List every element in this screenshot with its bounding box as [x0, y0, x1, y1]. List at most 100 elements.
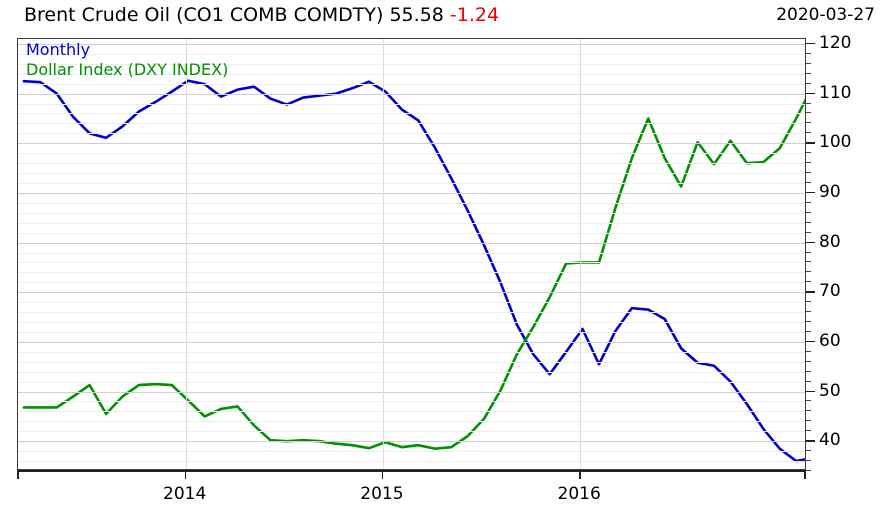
x-tick-label: 2015 — [360, 484, 404, 504]
legend-item-dollar-index: Dollar Index (DXY INDEX) — [26, 60, 229, 80]
grid-line-vertical — [185, 39, 187, 469]
x-tick-label: 2016 — [557, 484, 601, 504]
x-tick-label: 2014 — [163, 484, 207, 504]
grid-line-major — [18, 192, 805, 194]
y-tick-major — [806, 340, 815, 343]
grid-line-major — [18, 391, 805, 393]
y-tick-minor — [806, 211, 811, 213]
y-tick-major — [806, 42, 815, 45]
grid-line-minor — [18, 173, 805, 175]
y-tick-minor — [806, 172, 811, 174]
y-tick-minor — [806, 182, 811, 183]
grid-line-minor — [18, 371, 805, 373]
y-tick-minor — [806, 122, 811, 124]
y-tick-minor — [806, 162, 811, 164]
title-change: -1.24 — [449, 4, 500, 26]
x-axis-spine — [17, 470, 806, 472]
grid-line-minor — [18, 163, 805, 165]
grid-line-minor — [18, 83, 805, 85]
y-tick-major — [806, 191, 815, 194]
grid-line-minor — [18, 252, 805, 254]
y-tick-label: 120 — [819, 32, 852, 53]
y-tick-minor — [806, 281, 811, 283]
grid-line-minor — [18, 272, 805, 274]
y-tick-major — [806, 241, 815, 244]
y-axis: 40 50 60 70 80 90 100 110 120 — [806, 33, 893, 471]
y-tick-minor — [806, 271, 811, 273]
plot-area — [17, 38, 806, 470]
grid-line-minor — [18, 53, 805, 55]
y-tick-minor — [806, 301, 811, 303]
y-tick-label: 50 — [819, 380, 841, 401]
grid-line-minor — [18, 411, 805, 413]
y-tick-minor — [806, 62, 811, 64]
x-axis: 2014 2015 2016 — [17, 470, 806, 518]
y-tick-major — [806, 92, 815, 95]
grid-line-minor — [18, 431, 805, 433]
grid-line-major — [18, 43, 805, 45]
y-tick-minor — [806, 72, 811, 74]
y-tick-minor — [806, 201, 811, 203]
grid-line-major — [18, 441, 805, 443]
grid-line-major — [18, 143, 805, 145]
y-tick-minor — [806, 311, 811, 313]
grid-line-minor — [18, 302, 805, 304]
y-tick-minor — [806, 52, 811, 54]
grid-line-minor — [18, 212, 805, 214]
y-tick-major — [806, 142, 815, 144]
y-tick-minor — [806, 132, 811, 134]
y-tick-label: 100 — [819, 132, 852, 153]
grid-line-minor — [18, 381, 805, 383]
y-tick-label: 90 — [819, 181, 841, 202]
y-tick-minor — [806, 420, 811, 422]
y-tick-minor — [806, 460, 811, 462]
y-tick-minor — [806, 360, 811, 362]
grid-line-minor — [18, 322, 805, 324]
grid-line-minor — [18, 351, 805, 353]
grid-line-minor — [18, 113, 805, 115]
x-tick — [579, 470, 581, 479]
chart-legend: Monthly Dollar Index (DXY INDEX) — [26, 40, 228, 81]
y-tick-major — [806, 390, 815, 393]
grid-line-major — [18, 242, 805, 244]
y-tick-minor — [806, 470, 811, 471]
grid-line-major — [18, 341, 805, 343]
grid-line-minor — [18, 232, 805, 234]
y-tick-minor — [806, 380, 811, 382]
y-tick-minor — [806, 350, 811, 352]
x-tick — [184, 470, 187, 479]
grid-line-vertical — [382, 39, 384, 469]
grid-line-vertical — [580, 39, 582, 469]
y-tick-minor — [806, 251, 811, 253]
x-tick — [17, 470, 19, 479]
series-line-monthly — [22, 79, 805, 463]
y-tick-minor — [806, 152, 811, 154]
grid-line-major — [18, 292, 805, 294]
y-tick-minor — [806, 82, 811, 84]
grid-line-minor — [18, 123, 805, 125]
y-tick-label: 70 — [819, 281, 841, 302]
y-tick-minor — [806, 221, 811, 223]
y-tick-major — [806, 440, 815, 442]
grid-line-minor — [18, 73, 805, 75]
y-tick-minor — [806, 112, 811, 114]
grid-line-minor — [18, 262, 805, 264]
y-tick-major — [806, 291, 815, 293]
legend-item-monthly: Monthly — [26, 40, 91, 59]
y-tick-minor — [806, 321, 811, 323]
grid-line-minor — [18, 401, 805, 403]
grid-line-minor — [18, 282, 805, 284]
as-of-date: 2020-03-27 — [776, 5, 875, 25]
grid-line-minor — [18, 222, 805, 224]
grid-line-minor — [18, 361, 805, 363]
x-tick — [381, 470, 384, 479]
series-line-dollar-index-dxy-index — [22, 98, 805, 450]
y-tick-minor — [806, 330, 811, 332]
y-tick-minor — [806, 102, 811, 104]
grid-line-minor — [18, 183, 805, 184]
y-tick-minor — [806, 450, 811, 452]
y-tick-minor — [806, 430, 811, 432]
y-tick-minor — [806, 410, 811, 412]
page-title: Brent Crude Oil (CO1 COMB COMDTY) 55.58 … — [24, 4, 499, 26]
